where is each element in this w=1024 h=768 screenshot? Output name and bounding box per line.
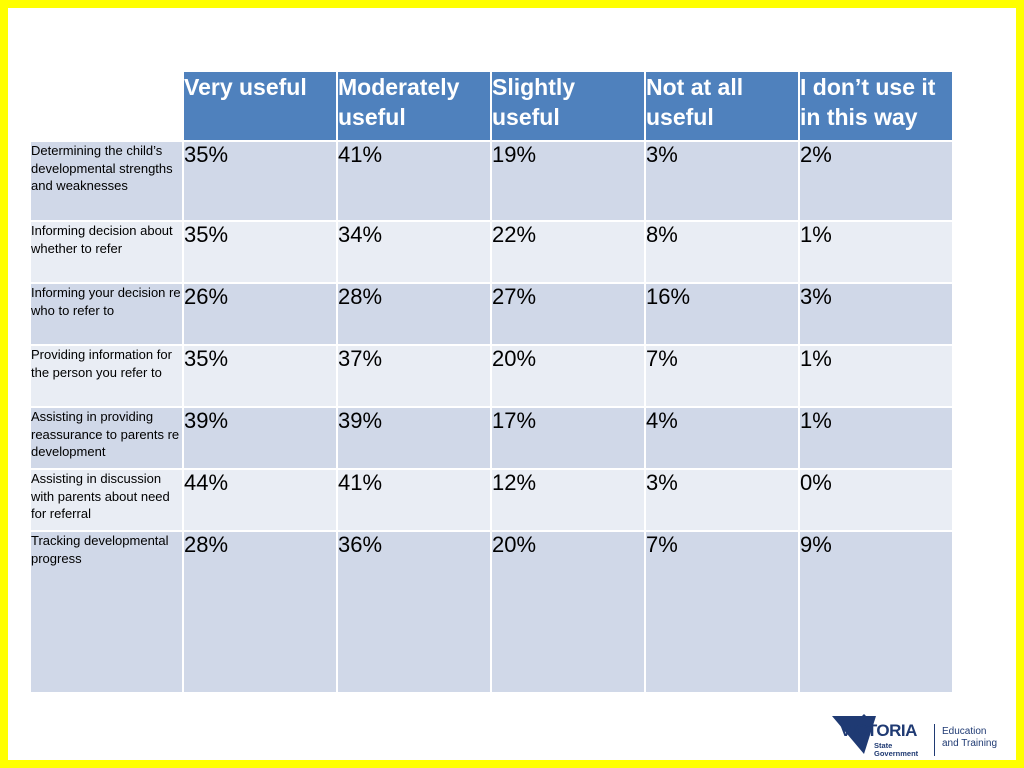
corner-cell (29, 70, 184, 142)
table-cell: 8% (644, 220, 800, 284)
department-name: Education and Training (942, 726, 997, 750)
table-cell: 1% (798, 220, 954, 284)
table-row: Informing decision about whether to refe… (29, 220, 954, 284)
table-cell: 12% (490, 468, 646, 532)
table-row: Tracking developmental progress 28% 36% … (29, 530, 954, 694)
table-row: Providing information for the person you… (29, 344, 954, 408)
table-cell: 41% (336, 140, 492, 222)
table-cell: 34% (336, 220, 492, 284)
header-slightly-useful: Slightly useful (490, 70, 646, 142)
row-label: Informing your decision re who to refer … (29, 282, 184, 346)
table-row: Assisting in providing reassurance to pa… (29, 406, 954, 470)
table-cell: 7% (644, 344, 800, 408)
table-cell: 2% (798, 140, 954, 222)
table-cell: 4% (644, 406, 800, 470)
department-line2: and Training (942, 738, 998, 749)
row-label: Assisting in discussion with parents abo… (29, 468, 184, 532)
table-cell: 16% (644, 282, 800, 346)
row-label: Determining the child’s developmental st… (29, 140, 184, 222)
table-cell: 20% (490, 344, 646, 408)
victoria-government-logo: VICTORIA State Government Education and … (830, 712, 1010, 760)
table-cell: 28% (182, 530, 338, 694)
table-cell: 20% (490, 530, 646, 694)
table-row: Assisting in discussion with parents abo… (29, 468, 954, 532)
table-cell: 39% (336, 406, 492, 470)
slide: Very useful Moderately useful Slightly u… (8, 8, 1016, 760)
table-cell: 22% (490, 220, 646, 284)
table-cell: 44% (182, 468, 338, 532)
table-cell: 9% (798, 530, 954, 694)
table-row: Informing your decision re who to refer … (29, 282, 954, 346)
logo-subtitle-line2: Government (874, 749, 919, 758)
table-cell: 28% (336, 282, 492, 346)
row-label: Providing information for the person you… (29, 344, 184, 408)
victoria-map-icon (832, 714, 876, 754)
table-cell: 1% (798, 344, 954, 408)
logo-subtitle-line1: State (874, 741, 893, 750)
department-line1: Education (942, 726, 987, 737)
table-cell: 19% (490, 140, 646, 222)
table-cell: 1% (798, 406, 954, 470)
logo-wordmark: VICTORIA (840, 721, 917, 740)
row-label: Assisting in providing reassurance to pa… (29, 406, 184, 470)
header-dont-use: I don’t use it in this way (798, 70, 954, 142)
header-moderately-useful: Moderately useful (336, 70, 492, 142)
table-cell: 35% (182, 140, 338, 222)
logo-divider (934, 724, 935, 756)
table-cell: 26% (182, 282, 338, 346)
header-very-useful: Very useful (182, 70, 338, 142)
table-cell: 35% (182, 220, 338, 284)
row-label: Informing decision about whether to refe… (29, 220, 184, 284)
table-cell: 39% (182, 406, 338, 470)
header-row: Very useful Moderately useful Slightly u… (29, 70, 954, 142)
table-cell: 17% (490, 406, 646, 470)
table-cell: 3% (644, 468, 800, 532)
table-cell: 27% (490, 282, 646, 346)
table-cell: 41% (336, 468, 492, 532)
table-cell: 37% (336, 344, 492, 408)
table-cell: 3% (798, 282, 954, 346)
row-label: Tracking developmental progress (29, 530, 184, 694)
table-cell: 0% (798, 468, 954, 532)
table-row: Determining the child’s developmental st… (29, 140, 954, 222)
usefulness-table: Very useful Moderately useful Slightly u… (29, 70, 954, 694)
table-cell: 35% (182, 344, 338, 408)
table-cell: 36% (336, 530, 492, 694)
logo-subtitle: State Government (874, 742, 918, 758)
table-cell: 3% (644, 140, 800, 222)
header-not-at-all-useful: Not at all useful (644, 70, 800, 142)
table-cell: 7% (644, 530, 800, 694)
